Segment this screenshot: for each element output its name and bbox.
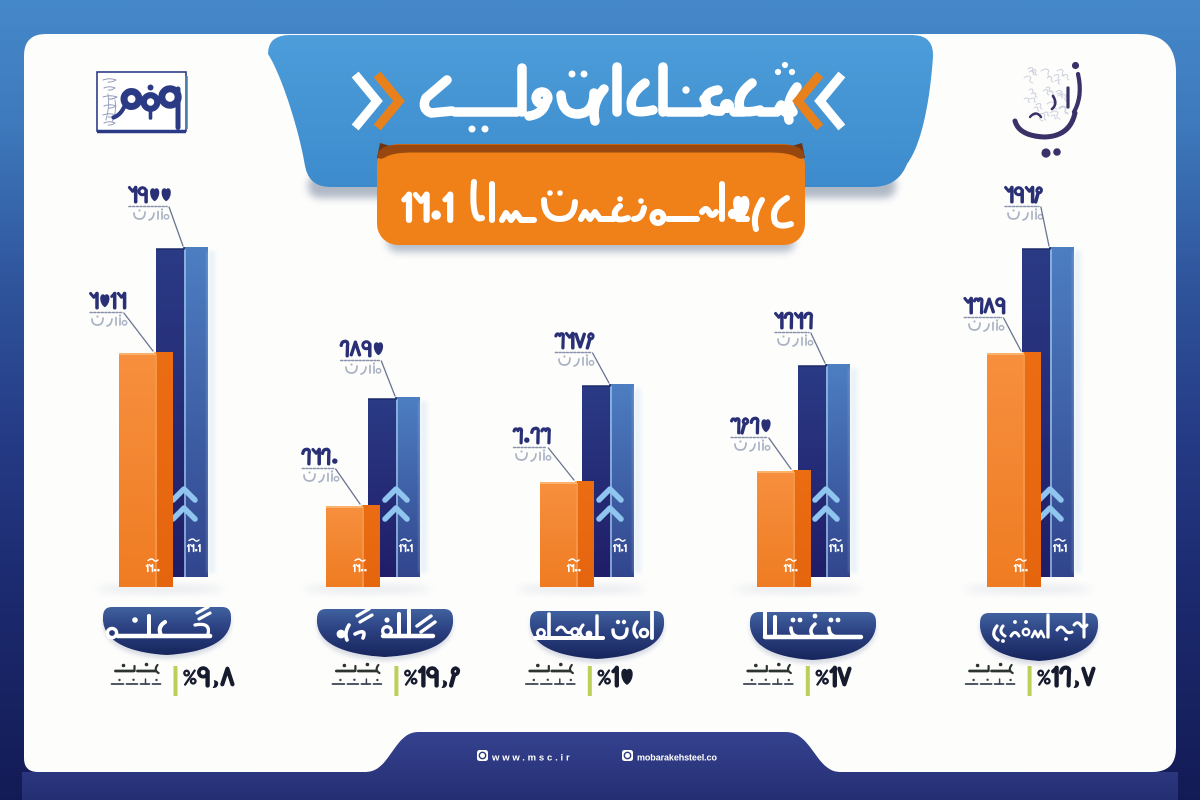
svg-text:mobarakehsteel.co: mobarakehsteel.co: [637, 753, 717, 763]
svg-text:www.msc.ir: www.msc.ir: [491, 753, 572, 764]
